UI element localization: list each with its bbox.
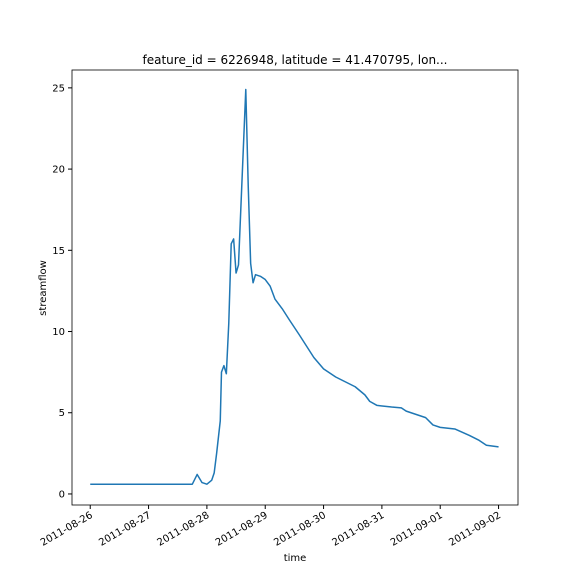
y-axis-label: streamflow <box>38 260 49 316</box>
y-tick-label: 5 <box>59 408 65 419</box>
x-tick-label: 2011-08-29 <box>214 510 270 549</box>
x-tick-label: 2011-08-28 <box>156 510 212 549</box>
plot-frame <box>71 69 519 506</box>
x-tick-label: 2011-08-27 <box>97 510 153 549</box>
y-tick-label: 20 <box>52 165 65 176</box>
y-tick-label: 10 <box>52 327 65 338</box>
x-axis-label: time <box>284 553 307 564</box>
x-tick-label: 2011-08-31 <box>331 510 387 549</box>
y-tick-label: 0 <box>59 489 65 500</box>
y-tick-label: 15 <box>52 246 65 257</box>
x-tick-label: 2011-08-26 <box>39 510 95 549</box>
y-tick-label: 25 <box>52 83 65 94</box>
x-tick-label: 2011-09-02 <box>447 510 503 549</box>
x-tick-label: 2011-09-01 <box>389 510 445 549</box>
line-series <box>90 88 499 485</box>
x-tick-label: 2011-08-30 <box>272 510 328 549</box>
chart-title: feature_id = 6226948, latitude = 41.4707… <box>143 53 448 67</box>
